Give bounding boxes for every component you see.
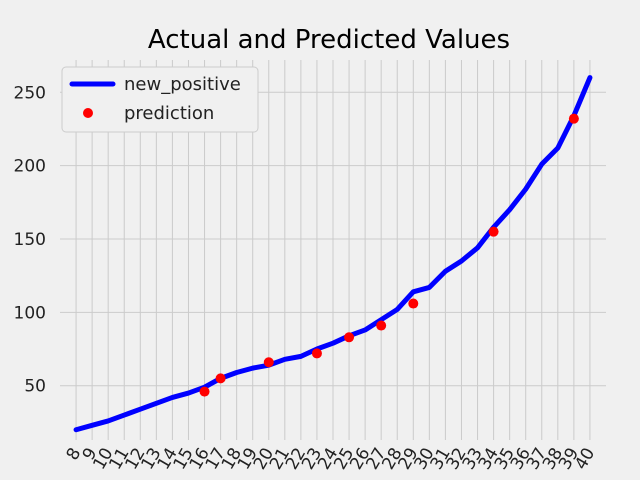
legend-swatch-prediction xyxy=(83,108,93,118)
chart-title: Actual and Predicted Values xyxy=(148,25,510,55)
y-axis-ticks: 50 100 150 200 250 xyxy=(14,83,46,396)
prediction-point xyxy=(215,373,226,384)
legend-label-prediction: prediction xyxy=(124,103,214,124)
legend-label-new-positive: new_positive xyxy=(124,74,241,95)
series-line-new-positive xyxy=(73,75,593,433)
y-tick-label: 100 xyxy=(14,303,46,323)
prediction-point xyxy=(408,298,419,309)
prediction-point xyxy=(344,332,355,343)
y-tick-label: 250 xyxy=(14,83,46,103)
y-tick-label: 200 xyxy=(14,157,46,177)
series-layer xyxy=(73,75,593,433)
y-tick-label: 150 xyxy=(14,230,46,250)
prediction-point xyxy=(488,226,499,237)
y-tick-label: 50 xyxy=(24,377,46,397)
prediction-point xyxy=(199,386,210,397)
prediction-point xyxy=(263,357,274,368)
legend: new_positive prediction xyxy=(61,66,259,133)
prediction-point xyxy=(376,320,387,331)
prediction-point xyxy=(311,348,322,359)
prediction-point xyxy=(568,113,579,124)
